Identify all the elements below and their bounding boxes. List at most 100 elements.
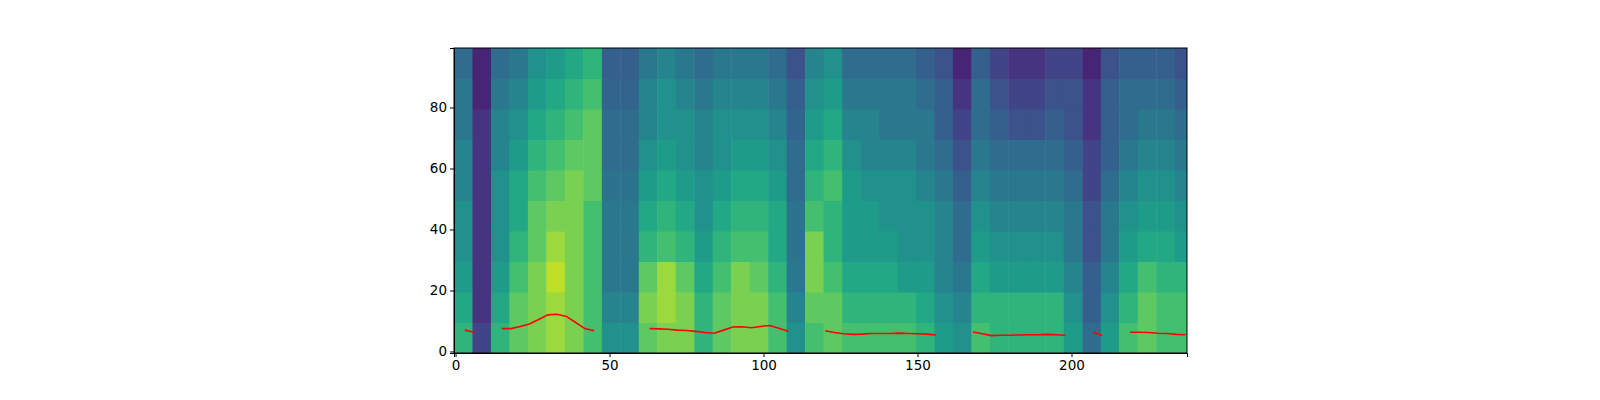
cell	[953, 323, 972, 354]
cell	[990, 48, 1009, 79]
tick: 100	[751, 353, 777, 373]
cell	[694, 48, 713, 79]
cell	[953, 262, 972, 293]
cell	[528, 140, 547, 171]
cell	[842, 323, 861, 354]
cell	[565, 292, 584, 323]
cell	[639, 48, 658, 79]
cell	[1119, 323, 1138, 354]
cell	[546, 262, 565, 293]
cell	[620, 109, 639, 140]
cell	[861, 292, 880, 323]
cell	[1027, 48, 1046, 79]
cell	[879, 140, 898, 171]
cell	[953, 231, 972, 262]
cell	[1101, 48, 1120, 79]
cell	[620, 201, 639, 232]
tick-mark	[450, 290, 454, 291]
cell	[824, 292, 843, 323]
cell	[861, 109, 880, 140]
cell	[916, 231, 935, 262]
cell	[509, 109, 528, 140]
cell	[1101, 170, 1120, 201]
tick: 200	[1059, 353, 1085, 373]
cell	[934, 201, 953, 232]
cell	[1156, 231, 1175, 262]
cell	[676, 323, 695, 354]
cell	[1027, 231, 1046, 262]
cell	[1045, 140, 1064, 171]
tick: 150	[905, 353, 931, 373]
cell	[731, 109, 750, 140]
cell	[934, 109, 953, 140]
cell	[454, 201, 473, 232]
cell	[934, 79, 953, 110]
cell	[565, 262, 584, 293]
cell	[1008, 109, 1027, 140]
cell	[1045, 292, 1064, 323]
cell	[713, 292, 732, 323]
cell	[491, 140, 510, 171]
cell	[546, 323, 565, 354]
cell	[934, 170, 953, 201]
cell	[768, 231, 787, 262]
cell	[1064, 231, 1083, 262]
cell	[861, 79, 880, 110]
cell	[472, 140, 491, 171]
cell	[565, 231, 584, 262]
cell	[824, 231, 843, 262]
cell	[1082, 262, 1101, 293]
cell	[620, 170, 639, 201]
cell	[1175, 292, 1187, 323]
cell	[657, 292, 676, 323]
cell	[565, 140, 584, 171]
cell	[897, 323, 916, 354]
cell	[528, 48, 547, 79]
cell	[694, 140, 713, 171]
cell	[787, 292, 806, 323]
cell	[472, 262, 491, 293]
cell	[472, 201, 491, 232]
cell	[602, 48, 621, 79]
cell	[768, 48, 787, 79]
cell	[842, 140, 861, 171]
cell	[454, 79, 473, 110]
cell	[676, 170, 695, 201]
cell	[897, 79, 916, 110]
cell	[1008, 323, 1027, 354]
cell	[583, 48, 602, 79]
cell	[657, 140, 676, 171]
cell	[472, 109, 491, 140]
cell	[713, 231, 732, 262]
cell	[528, 170, 547, 201]
cell	[897, 170, 916, 201]
cell	[897, 201, 916, 232]
cell	[1101, 79, 1120, 110]
cell	[990, 109, 1009, 140]
cell	[1175, 323, 1187, 354]
cell	[546, 170, 565, 201]
cell	[454, 109, 473, 140]
cell	[768, 140, 787, 171]
tick: 50	[601, 353, 618, 373]
chart: 050100150200020406080	[0, 0, 1600, 400]
cell	[491, 201, 510, 232]
cell	[454, 292, 473, 323]
cell	[990, 231, 1009, 262]
cell	[750, 231, 769, 262]
cell	[583, 323, 602, 354]
cell	[731, 231, 750, 262]
cell	[694, 170, 713, 201]
cell	[824, 109, 843, 140]
cell	[713, 109, 732, 140]
cell	[1064, 262, 1083, 293]
cell	[620, 262, 639, 293]
cell	[509, 201, 528, 232]
cell	[1119, 201, 1138, 232]
cell	[602, 109, 621, 140]
cell	[1119, 109, 1138, 140]
cell	[861, 201, 880, 232]
cell	[491, 262, 510, 293]
cell	[1027, 292, 1046, 323]
cell	[750, 262, 769, 293]
